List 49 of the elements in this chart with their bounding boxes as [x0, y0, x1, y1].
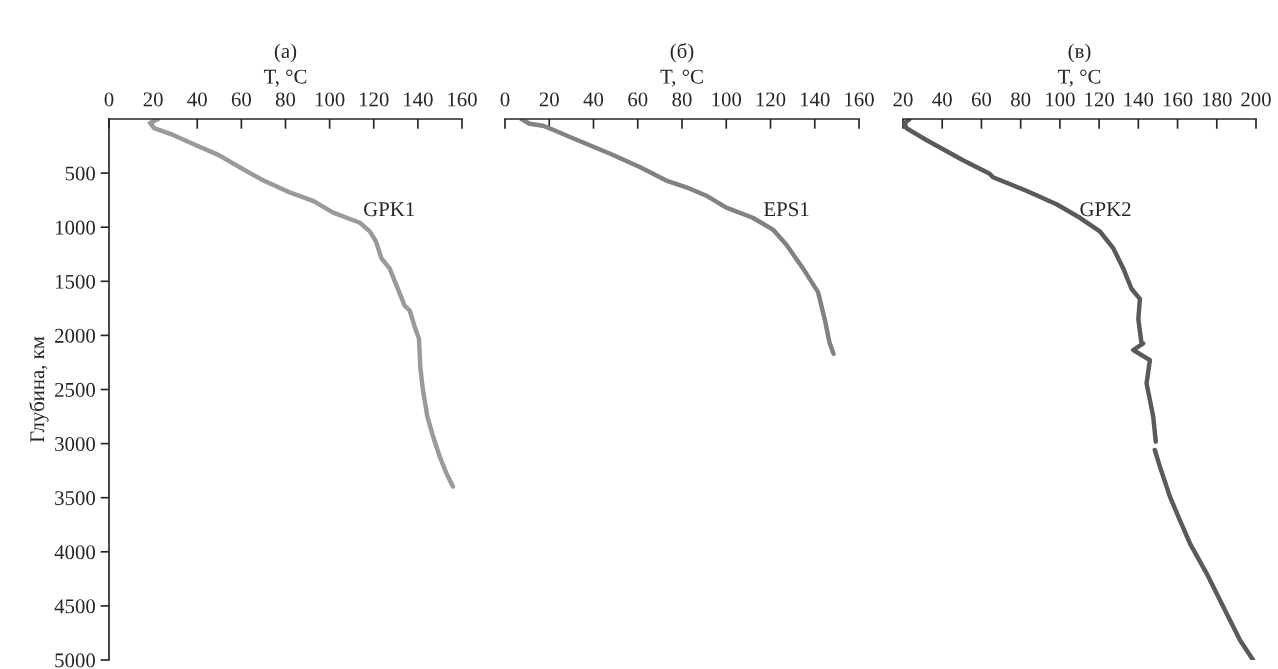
y-axis-title: Глубина, км — [29, 336, 49, 443]
x-tick-label: 120 — [1085, 92, 1114, 107]
y-tick-label: 5000 — [55, 653, 96, 668]
x-axis-title: T, °C — [660, 69, 703, 87]
x-tick-label: 40 — [583, 92, 604, 107]
x-tick-label: 120 — [756, 92, 786, 107]
x-tick-label: 100 — [1046, 92, 1075, 107]
x-tick-label: 180 — [1202, 92, 1232, 107]
x-tick-label: 200 — [1241, 92, 1271, 107]
x-tick-label: 120 — [359, 92, 389, 107]
x-tick-label: 60 — [231, 92, 251, 107]
y-tick-label: 2000 — [55, 328, 96, 343]
x-tick-label: 100 — [712, 92, 742, 107]
x-tick-label: 0 — [104, 92, 114, 107]
x-tick-label: 20 — [893, 92, 913, 107]
chart-title: (a) — [274, 43, 297, 63]
chart-title: (б) — [670, 42, 694, 63]
y-tick-label: 1500 — [55, 274, 96, 289]
x-tick-label: 140 — [800, 92, 830, 107]
x-tick-label: 60 — [971, 92, 992, 107]
chart-title: (в) — [1068, 43, 1091, 63]
line-series — [147, 119, 456, 489]
x-tick-label: 20 — [143, 92, 163, 107]
x-tick-label: 100 — [315, 92, 345, 107]
series-label: GPK1 — [364, 202, 414, 217]
series-label: GPK2 — [1080, 202, 1131, 217]
series-label: EPS1 — [764, 202, 809, 217]
x-tick-label: 160 — [1163, 92, 1193, 107]
x-axis-title: T, °C — [263, 69, 307, 87]
y-tick-label: 500 — [65, 166, 96, 181]
x-tick-label: 0 — [500, 92, 510, 107]
y-tick-label: 4000 — [54, 545, 96, 560]
x-tick-label: 80 — [672, 92, 692, 107]
y-tick-label: 4500 — [54, 599, 96, 614]
x-tick-label: 20 — [539, 92, 559, 107]
x-tick-label: 40 — [932, 92, 952, 107]
x-tick-label: 160 — [448, 92, 477, 107]
x-tick-label: 160 — [845, 92, 874, 107]
y-tick-label: 2500 — [55, 382, 96, 397]
x-tick-label: 60 — [628, 92, 648, 107]
x-tick-label: 80 — [275, 92, 296, 107]
y-tick-label: 1000 — [55, 220, 96, 235]
y-tick-label: 3500 — [55, 491, 96, 506]
x-tick-label: 40 — [187, 92, 207, 107]
x-axis-title: T, °C — [1057, 69, 1101, 87]
x-tick-label: 140 — [404, 92, 433, 107]
x-tick-label: 140 — [1124, 92, 1154, 107]
x-tick-label: 80 — [1011, 92, 1031, 107]
y-tick-label: 3000 — [55, 436, 96, 452]
